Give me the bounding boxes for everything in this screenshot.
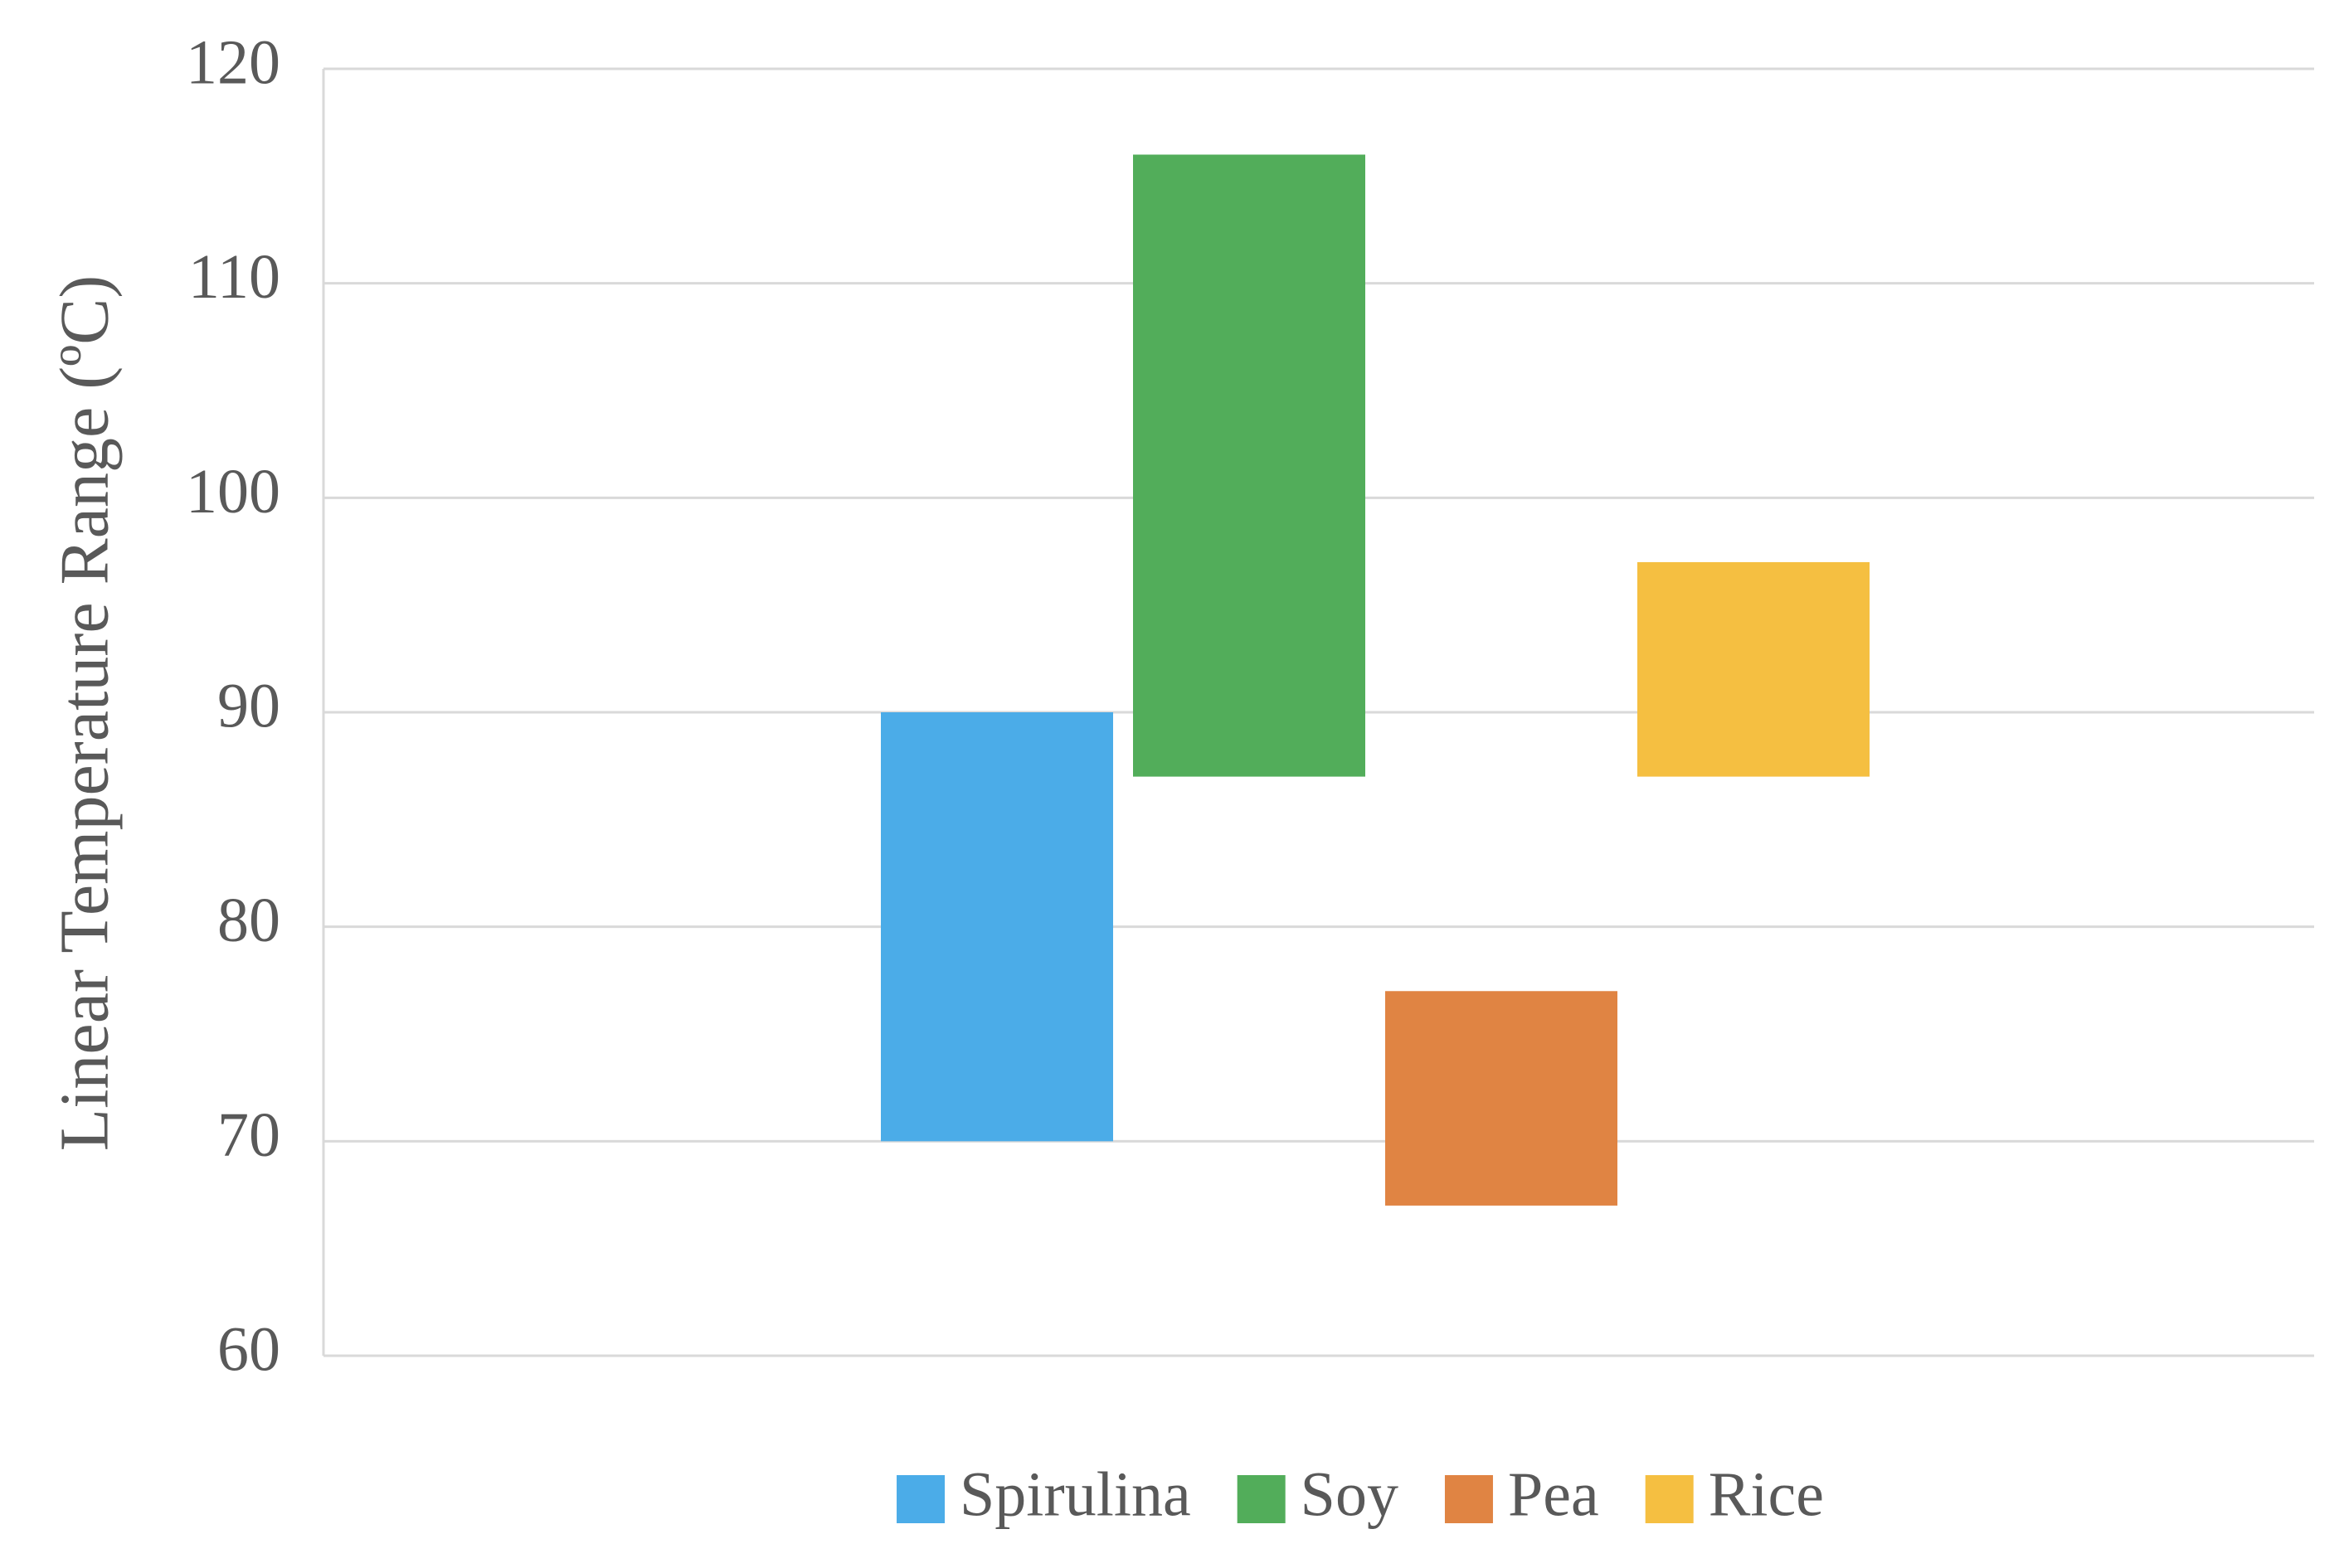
legend-label-pea: Pea [1508, 1459, 1599, 1529]
y-tick-label: 70 [217, 1100, 280, 1170]
bar-pea [1385, 991, 1617, 1206]
legend-swatch-pea [1444, 1475, 1493, 1523]
legend-label-spirulina: Spirulina [960, 1459, 1191, 1529]
legend-swatch-rice [1645, 1475, 1694, 1523]
legend: Spirulina Soy Pea Rice [897, 1459, 1824, 1529]
bar-spirulina [881, 712, 1113, 1142]
bars [881, 154, 1870, 1206]
y-axis: 60 70 80 90 100 110 120 [186, 27, 280, 1384]
legend-swatch-spirulina [897, 1475, 946, 1523]
legend-label-rice: Rice [1709, 1459, 1824, 1529]
legend-label-soy: Soy [1301, 1459, 1398, 1529]
bar-soy [1133, 154, 1365, 777]
bar-rice [1637, 561, 1870, 777]
y-tick-label: 100 [186, 457, 280, 527]
y-tick-label: 90 [217, 671, 280, 740]
y-tick-label: 110 [188, 242, 280, 312]
y-tick-label: 60 [217, 1314, 280, 1384]
y-tick-label: 80 [217, 886, 280, 955]
y-tick-label: 120 [186, 27, 280, 97]
y-axis-title: Linear Temperature Range (ºC) [46, 275, 123, 1151]
legend-swatch-soy [1237, 1475, 1286, 1523]
